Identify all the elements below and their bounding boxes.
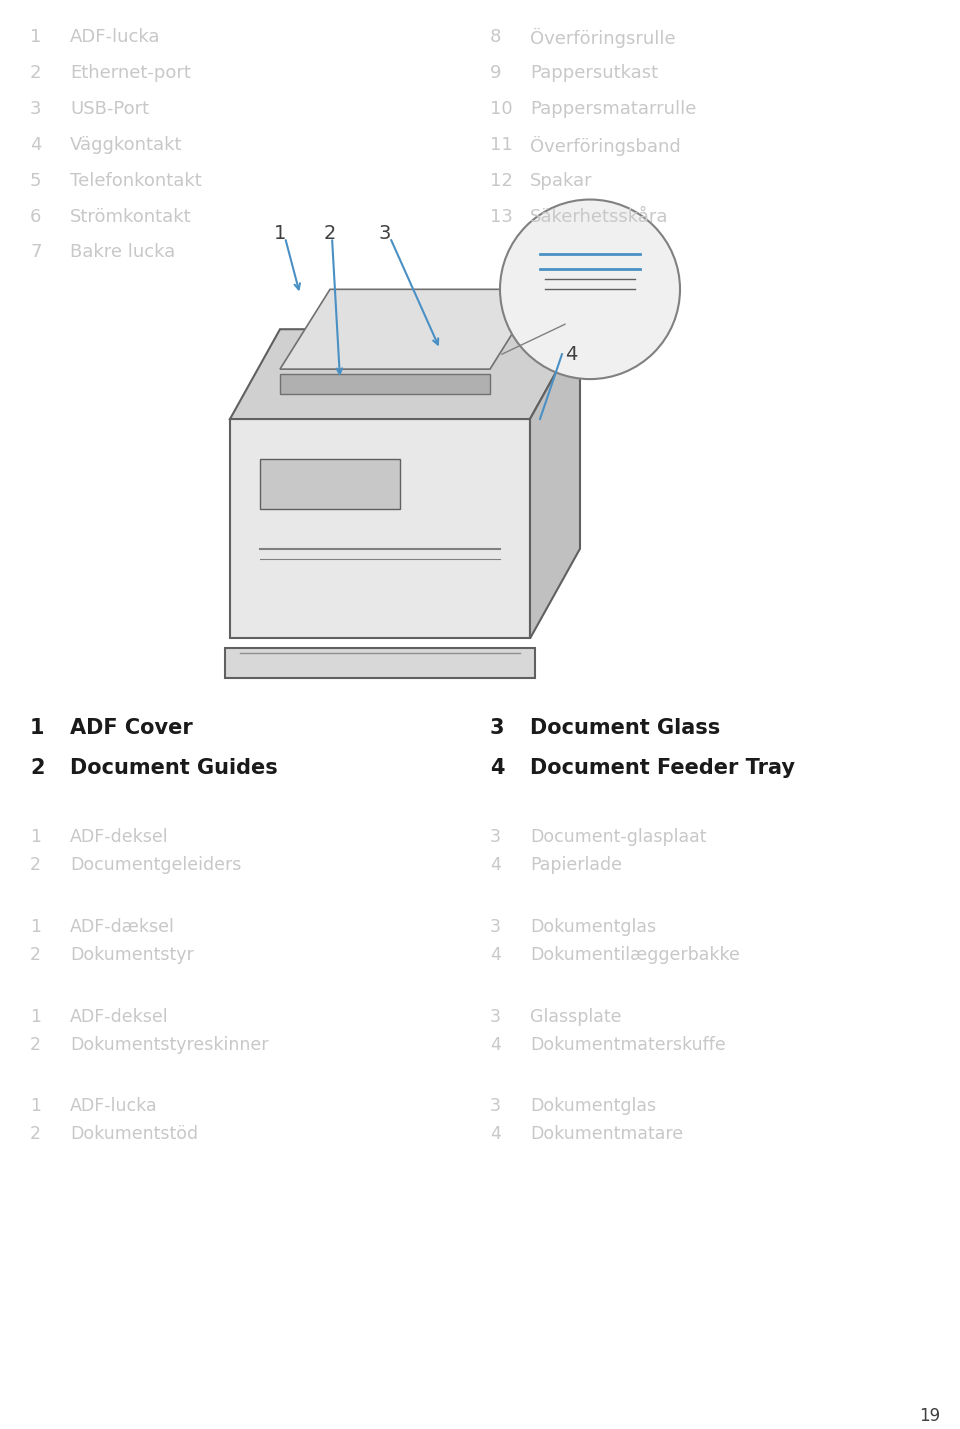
Polygon shape (280, 289, 540, 369)
Text: Document-glasplaat: Document-glasplaat (530, 827, 707, 846)
Text: ADF Cover: ADF Cover (70, 719, 193, 739)
Polygon shape (280, 374, 490, 394)
Circle shape (500, 200, 680, 379)
Text: Document Glass: Document Glass (530, 719, 720, 739)
Text: 19: 19 (919, 1406, 940, 1425)
Text: ADF-dæksel: ADF-dæksel (70, 917, 175, 936)
Text: ADF-deksel: ADF-deksel (70, 1007, 169, 1026)
Text: 4: 4 (490, 759, 505, 779)
Text: 12: 12 (490, 171, 513, 190)
Text: 9: 9 (490, 64, 501, 81)
Text: 4: 4 (490, 946, 501, 963)
Text: 2: 2 (30, 1036, 41, 1053)
Text: 4: 4 (490, 1126, 501, 1143)
Polygon shape (230, 419, 530, 639)
Text: Dokumentstyr: Dokumentstyr (70, 946, 194, 963)
Text: 4: 4 (490, 1036, 501, 1053)
Text: 6: 6 (30, 207, 41, 226)
Text: 2: 2 (30, 1126, 41, 1143)
Text: Documentgeleiders: Documentgeleiders (70, 856, 241, 875)
Text: Säkerhetsskåra: Säkerhetsskåra (530, 207, 668, 226)
Text: Bakre lucka: Bakre lucka (70, 243, 176, 262)
Text: Dokumentglas: Dokumentglas (530, 1097, 656, 1116)
Polygon shape (530, 329, 580, 639)
Text: 1: 1 (30, 827, 41, 846)
Text: 13: 13 (490, 207, 513, 226)
Text: 4: 4 (30, 136, 41, 154)
Text: 2: 2 (30, 64, 41, 81)
Text: 8: 8 (490, 29, 501, 46)
Text: Spakar: Spakar (530, 171, 592, 190)
Text: USB-Port: USB-Port (70, 100, 149, 117)
Text: 7: 7 (30, 243, 41, 262)
Text: 10: 10 (490, 100, 513, 117)
Text: 1: 1 (30, 917, 41, 936)
Text: Glassplate: Glassplate (530, 1007, 621, 1026)
Text: Document Feeder Tray: Document Feeder Tray (530, 759, 795, 779)
Text: 1: 1 (30, 719, 44, 739)
Text: 4: 4 (490, 856, 501, 875)
Text: 5: 5 (30, 171, 41, 190)
Text: Dokumentstöd: Dokumentstöd (70, 1126, 198, 1143)
Text: 3: 3 (30, 100, 41, 117)
Text: 4: 4 (565, 344, 577, 363)
Text: Document Guides: Document Guides (70, 759, 277, 779)
Text: Ethernet-port: Ethernet-port (70, 64, 191, 81)
Text: 1: 1 (30, 1007, 41, 1026)
Text: 2: 2 (30, 946, 41, 963)
Text: 3: 3 (490, 1007, 501, 1026)
Text: 3: 3 (490, 917, 501, 936)
Text: Dokumentilæggerbakke: Dokumentilæggerbakke (530, 946, 740, 963)
Text: Dokumentstyreskinner: Dokumentstyreskinner (70, 1036, 269, 1053)
Text: Papierlade: Papierlade (530, 856, 622, 875)
Text: 2: 2 (324, 224, 336, 243)
Text: ADF-deksel: ADF-deksel (70, 827, 169, 846)
Text: 1: 1 (274, 224, 286, 243)
Text: 3: 3 (490, 1097, 501, 1116)
Text: ADF-lucka: ADF-lucka (70, 1097, 157, 1116)
Polygon shape (260, 459, 400, 509)
Text: Pappersmatarrulle: Pappersmatarrulle (530, 100, 696, 117)
Text: Telefonkontakt: Telefonkontakt (70, 171, 202, 190)
Text: Pappersutkast: Pappersutkast (530, 64, 659, 81)
Text: 3: 3 (490, 719, 505, 739)
Text: Strömkontakt: Strömkontakt (70, 207, 192, 226)
Polygon shape (230, 329, 580, 419)
Text: Dokumentglas: Dokumentglas (530, 917, 656, 936)
Polygon shape (225, 649, 535, 679)
Text: Överföringsband: Överföringsband (530, 136, 681, 156)
Text: 1: 1 (30, 29, 41, 46)
Text: 1: 1 (30, 1097, 41, 1116)
Text: Dokumentmatare: Dokumentmatare (530, 1126, 684, 1143)
Text: 2: 2 (30, 856, 41, 875)
Text: Dokumentmaterskuffe: Dokumentmaterskuffe (530, 1036, 726, 1053)
Text: Väggkontakt: Väggkontakt (70, 136, 182, 154)
Text: 3: 3 (490, 827, 501, 846)
Text: Överföringsrulle: Överföringsrulle (530, 29, 676, 49)
Text: 3: 3 (379, 224, 391, 243)
Text: 2: 2 (30, 759, 44, 779)
Text: 11: 11 (490, 136, 513, 154)
Text: ADF-lucka: ADF-lucka (70, 29, 160, 46)
